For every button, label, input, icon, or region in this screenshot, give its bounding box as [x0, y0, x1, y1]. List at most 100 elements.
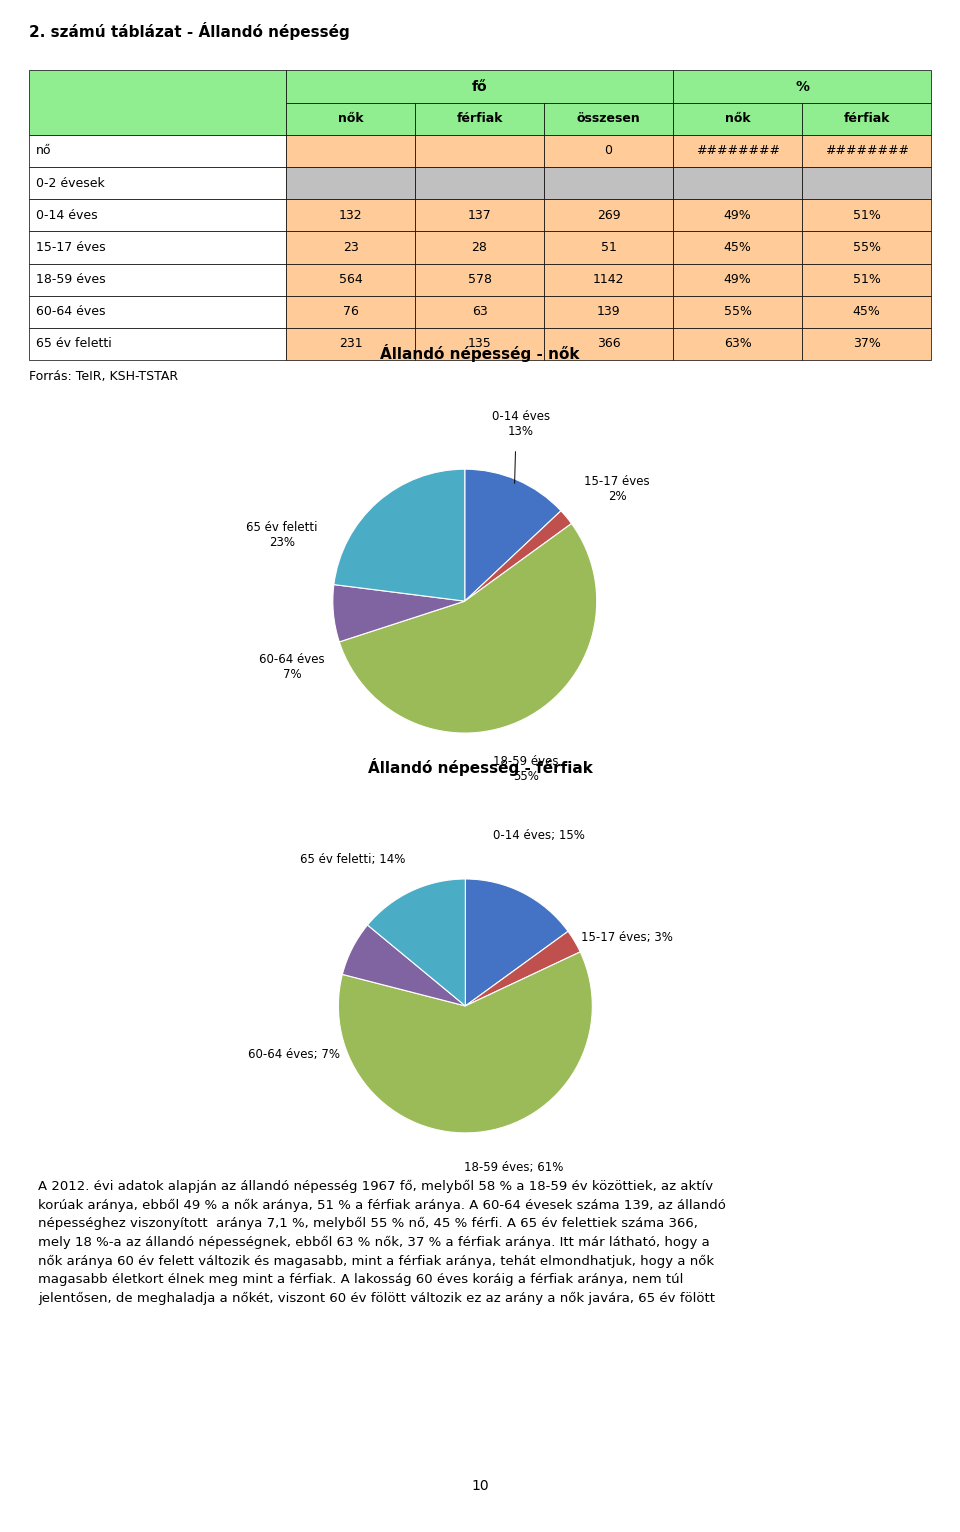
FancyBboxPatch shape — [544, 264, 673, 296]
FancyBboxPatch shape — [803, 135, 931, 167]
FancyBboxPatch shape — [803, 167, 931, 199]
FancyBboxPatch shape — [415, 135, 544, 167]
Text: 18-59 éves; 61%: 18-59 éves; 61% — [465, 1161, 564, 1174]
Text: 76: 76 — [343, 305, 358, 319]
Wedge shape — [465, 469, 561, 601]
Text: 60-64 éves
7%: 60-64 éves 7% — [259, 653, 325, 682]
Text: 65 év feletti; 14%: 65 év feletti; 14% — [300, 853, 406, 866]
Text: 132: 132 — [339, 208, 362, 222]
Text: 10: 10 — [471, 1478, 489, 1494]
Wedge shape — [338, 951, 592, 1132]
Title: Állandó népesség - férfiak: Állandó népesség - férfiak — [368, 758, 592, 777]
FancyBboxPatch shape — [286, 199, 415, 231]
FancyBboxPatch shape — [286, 231, 415, 264]
Text: 18-59 éves: 18-59 éves — [36, 273, 106, 286]
Text: 65 év feletti
23%: 65 év feletti 23% — [247, 521, 318, 548]
Text: 15-17 éves
2%: 15-17 éves 2% — [585, 475, 650, 504]
Text: 51%: 51% — [852, 208, 880, 222]
Text: 55%: 55% — [852, 241, 880, 254]
Text: 63: 63 — [471, 305, 488, 319]
Text: 0-2 évesek: 0-2 évesek — [36, 176, 105, 190]
FancyBboxPatch shape — [286, 328, 415, 360]
Text: 135: 135 — [468, 337, 492, 351]
FancyBboxPatch shape — [544, 328, 673, 360]
Text: 366: 366 — [597, 337, 620, 351]
FancyBboxPatch shape — [544, 231, 673, 264]
Text: nők: nők — [725, 112, 751, 126]
Text: 269: 269 — [597, 208, 620, 222]
Wedge shape — [465, 510, 571, 601]
Text: 231: 231 — [339, 337, 362, 351]
FancyBboxPatch shape — [673, 296, 803, 328]
Wedge shape — [466, 879, 568, 1007]
FancyBboxPatch shape — [286, 264, 415, 296]
FancyBboxPatch shape — [673, 231, 803, 264]
Text: 0-14 éves: 0-14 éves — [36, 208, 98, 222]
FancyBboxPatch shape — [29, 296, 286, 328]
FancyBboxPatch shape — [415, 167, 544, 199]
Text: 49%: 49% — [724, 208, 752, 222]
FancyBboxPatch shape — [29, 135, 286, 167]
FancyBboxPatch shape — [544, 167, 673, 199]
Text: fő: fő — [471, 80, 488, 93]
FancyBboxPatch shape — [544, 199, 673, 231]
Text: 0: 0 — [605, 144, 612, 158]
FancyBboxPatch shape — [673, 328, 803, 360]
Text: 63%: 63% — [724, 337, 752, 351]
Text: 28: 28 — [471, 241, 488, 254]
Text: 15-17 éves; 3%: 15-17 éves; 3% — [581, 931, 672, 944]
Text: 51: 51 — [601, 241, 616, 254]
FancyBboxPatch shape — [544, 135, 673, 167]
Text: 0-14 éves
13%: 0-14 éves 13% — [492, 409, 550, 438]
FancyBboxPatch shape — [29, 70, 286, 135]
Wedge shape — [466, 931, 580, 1007]
FancyBboxPatch shape — [29, 264, 286, 296]
Text: nő: nő — [36, 144, 52, 158]
Text: 23: 23 — [343, 241, 358, 254]
Wedge shape — [339, 524, 597, 732]
FancyBboxPatch shape — [803, 328, 931, 360]
FancyBboxPatch shape — [673, 135, 803, 167]
FancyBboxPatch shape — [673, 167, 803, 199]
Text: ########: ######## — [825, 144, 909, 158]
FancyBboxPatch shape — [673, 103, 803, 135]
Text: 37%: 37% — [852, 337, 880, 351]
Text: Forrás: TeIR, KSH-TSTAR: Forrás: TeIR, KSH-TSTAR — [29, 371, 178, 383]
Wedge shape — [333, 585, 465, 642]
Text: ########: ######## — [696, 144, 780, 158]
FancyBboxPatch shape — [29, 199, 286, 231]
FancyBboxPatch shape — [29, 328, 286, 360]
Text: 49%: 49% — [724, 273, 752, 286]
Text: 2. számú táblázat - Állandó népesség: 2. számú táblázat - Állandó népesség — [29, 21, 349, 40]
Text: férfiak: férfiak — [844, 112, 890, 126]
FancyBboxPatch shape — [803, 199, 931, 231]
Text: 15-17 éves: 15-17 éves — [36, 241, 106, 254]
Text: 51%: 51% — [852, 273, 880, 286]
FancyBboxPatch shape — [415, 199, 544, 231]
Text: nők: nők — [338, 112, 363, 126]
FancyBboxPatch shape — [415, 296, 544, 328]
Text: összesen: összesen — [577, 112, 640, 126]
Text: 1142: 1142 — [593, 273, 624, 286]
Text: A 2012. évi adatok alapján az állandó népesség 1967 fő, melyből 58 % a 18-59 év : A 2012. évi adatok alapján az állandó né… — [38, 1180, 727, 1305]
FancyBboxPatch shape — [673, 70, 931, 103]
Wedge shape — [334, 469, 465, 601]
FancyBboxPatch shape — [29, 231, 286, 264]
FancyBboxPatch shape — [415, 231, 544, 264]
FancyBboxPatch shape — [803, 231, 931, 264]
Text: 564: 564 — [339, 273, 362, 286]
Text: 60-64 éves: 60-64 éves — [36, 305, 106, 319]
FancyBboxPatch shape — [544, 103, 673, 135]
FancyBboxPatch shape — [673, 199, 803, 231]
Text: 139: 139 — [597, 305, 620, 319]
FancyBboxPatch shape — [673, 264, 803, 296]
FancyBboxPatch shape — [544, 296, 673, 328]
Wedge shape — [368, 879, 466, 1007]
FancyBboxPatch shape — [286, 103, 415, 135]
FancyBboxPatch shape — [286, 70, 673, 103]
FancyBboxPatch shape — [415, 103, 544, 135]
FancyBboxPatch shape — [415, 328, 544, 360]
Text: 65 év feletti: 65 év feletti — [36, 337, 111, 351]
FancyBboxPatch shape — [286, 167, 415, 199]
FancyBboxPatch shape — [803, 296, 931, 328]
